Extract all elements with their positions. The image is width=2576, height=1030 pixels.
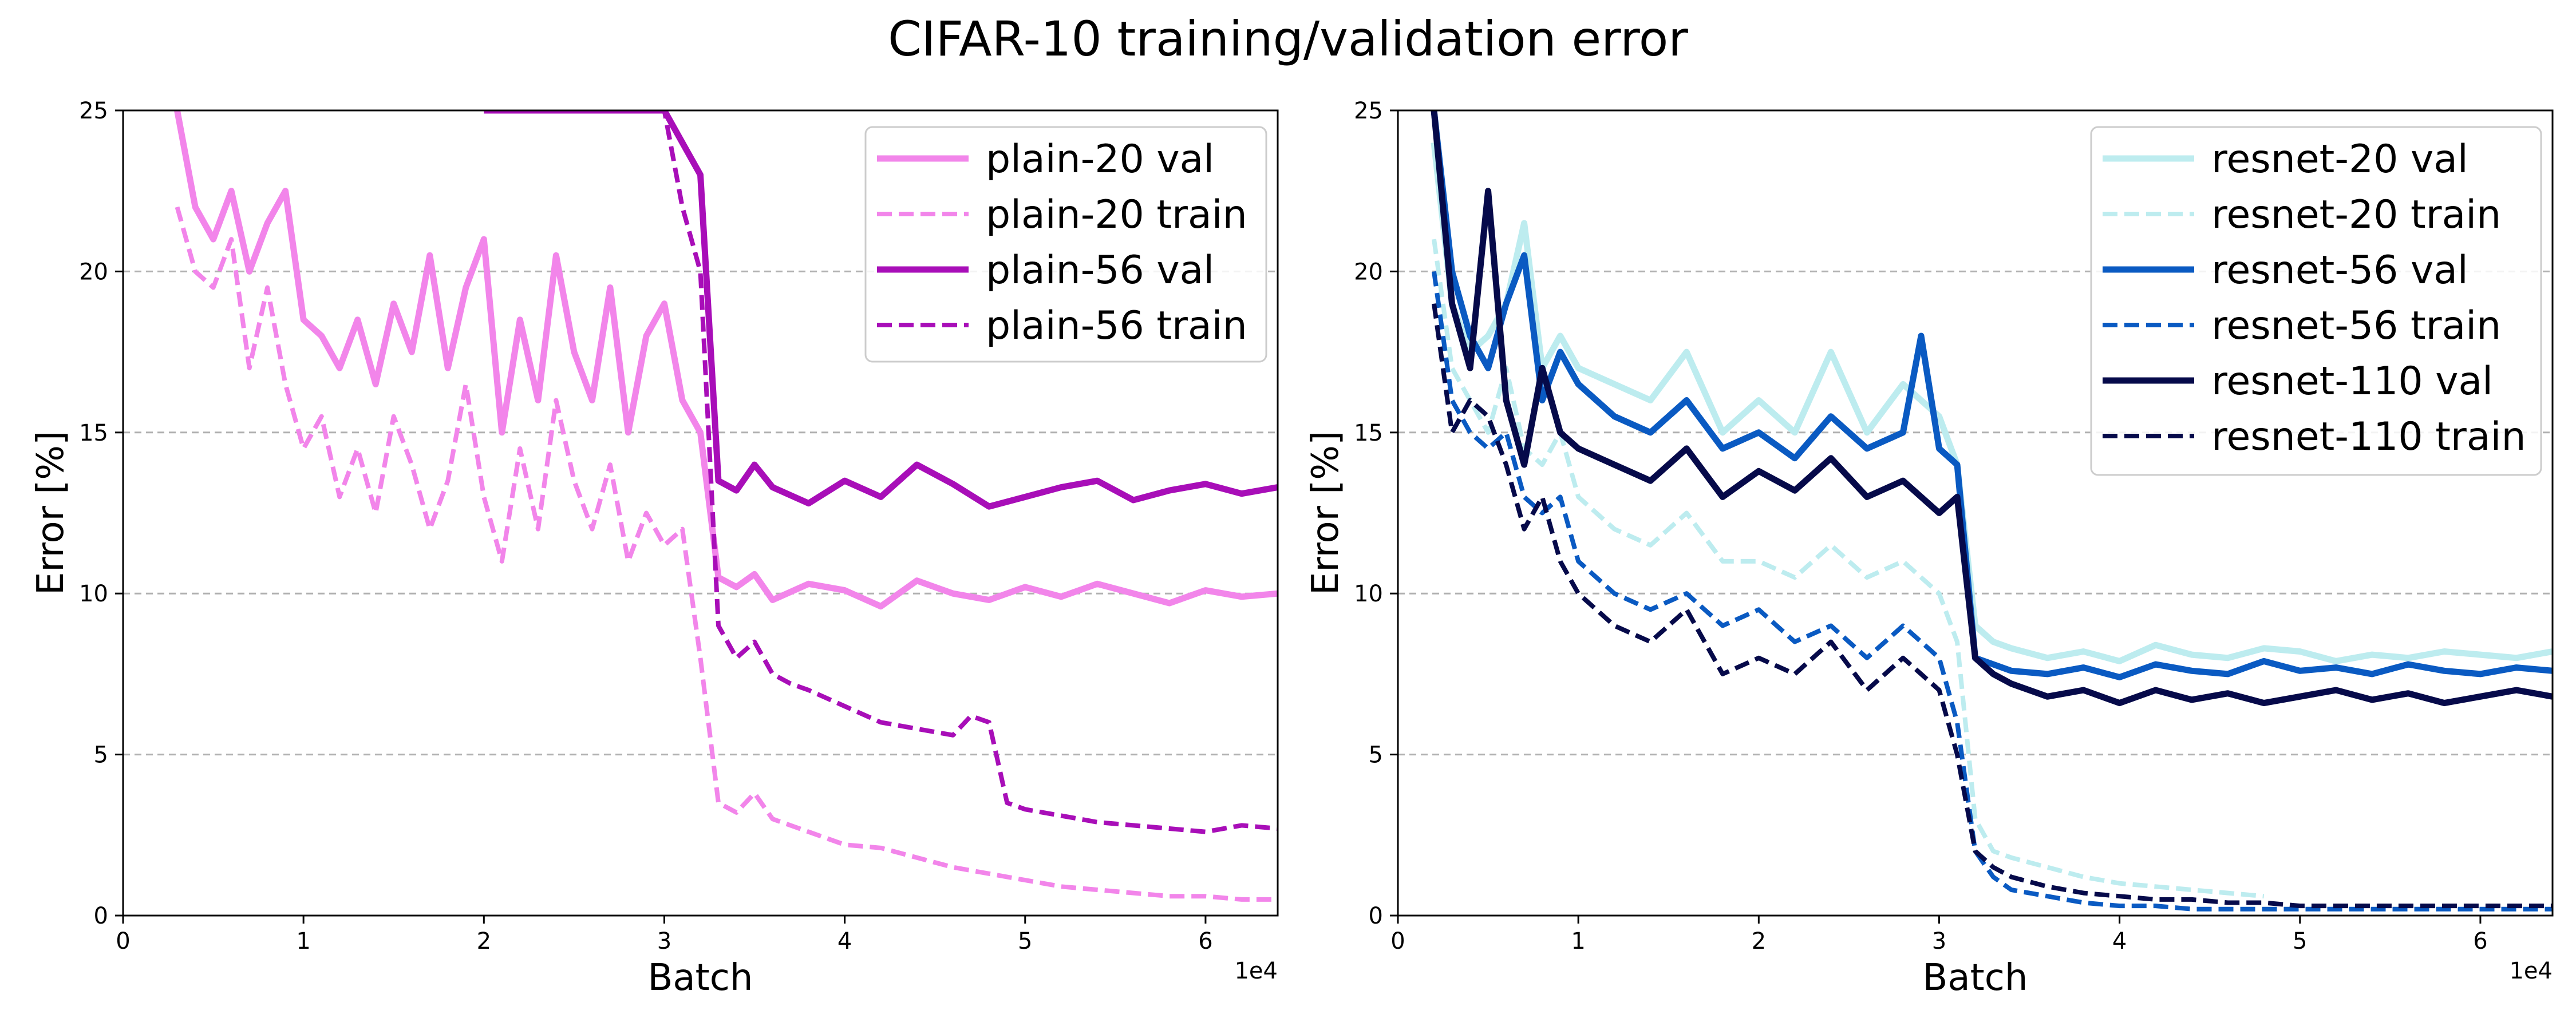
x-tick-label: 1: [1571, 928, 1585, 954]
legend-label: plain-56 train: [986, 303, 1247, 348]
y-tick-label: 0: [1369, 903, 1383, 929]
legend-label: resnet-110 train: [2211, 414, 2526, 459]
x-tick-label: 2: [1752, 928, 1766, 954]
x-tick-label: 6: [1198, 928, 1212, 954]
x-tick-label: 5: [2293, 928, 2307, 954]
x-tick-label: 1: [296, 928, 310, 954]
y-tick-label: 20: [79, 259, 108, 285]
legend-label: resnet-110 val: [2211, 359, 2493, 404]
x-axis-label: Batch: [648, 957, 753, 999]
x-tick-label: 4: [2112, 928, 2127, 954]
x-tick-label: 6: [2473, 928, 2487, 954]
y-axis-label: Error [%]: [30, 431, 72, 595]
y-tick-label: 15: [1354, 420, 1383, 446]
y-tick-label: 20: [1354, 259, 1383, 285]
x-tick-label: 3: [657, 928, 671, 954]
x-tick-label: 4: [837, 928, 852, 954]
y-tick-label: 25: [1354, 98, 1383, 124]
legend-label: resnet-20 train: [2211, 192, 2501, 237]
x-tick-label: 2: [477, 928, 491, 954]
y-tick-label: 5: [1369, 742, 1383, 768]
x-tick-label: 0: [1390, 928, 1405, 954]
y-axis-label: Error [%]: [1305, 431, 1347, 595]
legend-label: resnet-20 val: [2211, 137, 2468, 182]
x-offset-label: 1e4: [2509, 958, 2553, 984]
x-offset-label: 1e4: [1234, 958, 1278, 984]
x-tick-label: 0: [116, 928, 130, 954]
legend-label: resnet-56 train: [2211, 303, 2501, 348]
legend-label: plain-20 train: [986, 192, 1247, 237]
legend-label: plain-20 val: [986, 137, 1214, 182]
left-plot: 0 1 2 3 4 5 6 0 5 10 15 20 25 1e4 Batch Error [%] plain-…: [30, 98, 1278, 999]
legend-label: plain-56 val: [986, 248, 1214, 293]
x-tick-label: 3: [1932, 928, 1946, 954]
x-axis-label: Batch: [1923, 957, 2028, 999]
x-tick-label: 5: [1018, 928, 1032, 954]
legend-label: resnet-56 val: [2211, 248, 2468, 293]
y-tick-label: 10: [1354, 581, 1383, 607]
y-tick-label: 25: [79, 98, 108, 124]
y-tick-label: 0: [94, 903, 108, 929]
legend: resnet-20 val resnet-20 train resnet-56 va…: [2091, 127, 2541, 475]
legend: plain-20 val plain-20 train plain-56 val pl…: [866, 127, 1266, 362]
y-tick-label: 15: [79, 420, 108, 446]
y-tick-label: 10: [79, 581, 108, 607]
right-plot: 0 1 2 3 4 5 6 0 5 10 15 20 25 1e4 Batch Error [%] resnet…: [1305, 98, 2553, 999]
y-tick-label: 5: [94, 742, 108, 768]
